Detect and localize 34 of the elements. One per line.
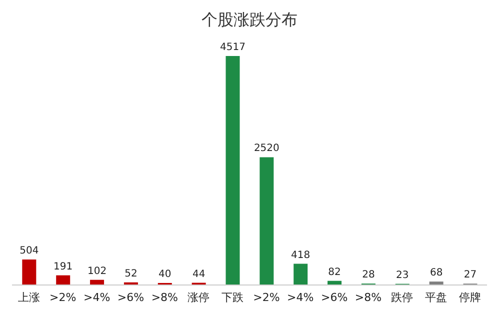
x-tick-label: 停牌 xyxy=(459,290,482,304)
x-tick-label: 下跌 xyxy=(222,290,244,304)
chart-title: 个股涨跌分布 xyxy=(200,9,298,31)
data-label: 27 xyxy=(464,270,477,281)
data-label: 52 xyxy=(124,268,138,280)
data-label: 191 xyxy=(54,261,73,272)
x-tick-label: >4% xyxy=(287,290,314,304)
data-label: 102 xyxy=(87,266,107,277)
bar xyxy=(260,157,274,285)
bar xyxy=(294,264,308,285)
x-tick-label: 平盘 xyxy=(425,290,448,304)
x-tick-label: >2% xyxy=(50,290,76,304)
data-label: 82 xyxy=(328,266,341,278)
x-tick-label: >2% xyxy=(253,290,280,304)
data-label: 2520 xyxy=(254,143,280,154)
x-tick-label: >6% xyxy=(117,290,144,304)
x-tick-label: >8% xyxy=(354,290,382,304)
bar xyxy=(226,56,240,285)
bar xyxy=(56,275,70,285)
x-tick-label: >8% xyxy=(151,290,178,304)
data-label: 4517 xyxy=(220,42,246,53)
data-label: 68 xyxy=(430,268,443,279)
x-tick-label: 跌停 xyxy=(391,290,414,304)
bar xyxy=(22,259,36,285)
x-tick-label: 涨停 xyxy=(188,290,210,304)
x-tick-label: >6% xyxy=(320,290,348,304)
data-label: 28 xyxy=(362,270,375,281)
data-label: 23 xyxy=(396,270,409,281)
data-label: 44 xyxy=(192,268,206,280)
x-tick-label: >4% xyxy=(83,290,110,304)
data-label: 418 xyxy=(291,250,310,261)
x-tick-label: 上涨 xyxy=(18,290,40,304)
data-label: 504 xyxy=(20,245,39,256)
data-label: 40 xyxy=(158,268,172,280)
